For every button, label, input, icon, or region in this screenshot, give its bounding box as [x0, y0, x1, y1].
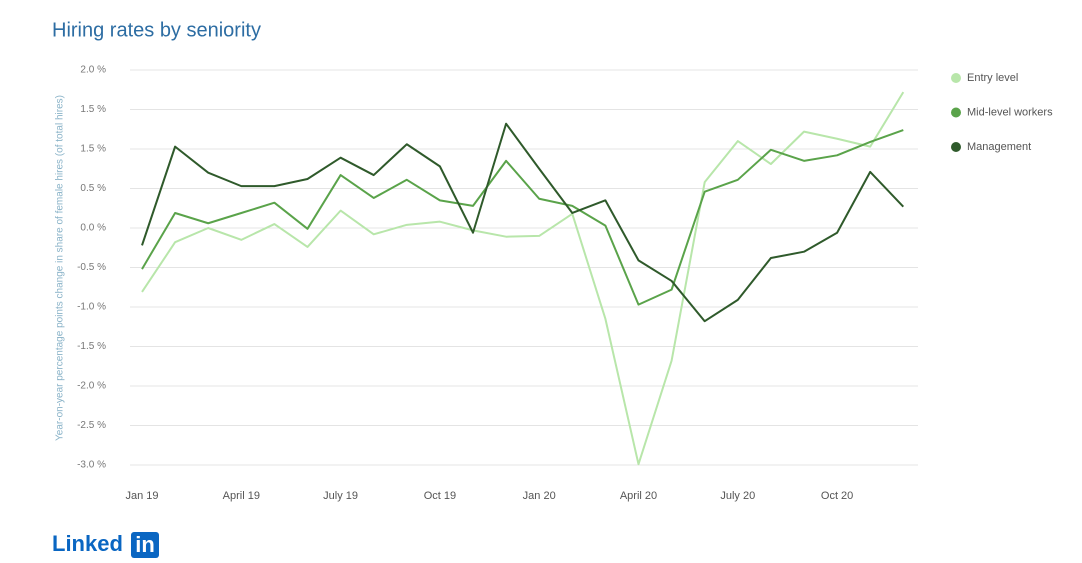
x-tick-label: July 19: [323, 490, 358, 502]
x-tick-label: April 19: [223, 490, 260, 502]
series-line: [141, 91, 905, 466]
legend-label: Mid-level workers: [967, 106, 1053, 118]
x-tick-label: Jan 19: [125, 490, 158, 502]
legend-marker: [951, 73, 961, 83]
y-tick-label: 0.5 %: [80, 183, 106, 194]
legend-marker: [951, 107, 961, 118]
x-tick-label: Oct 19: [424, 490, 456, 502]
legend-marker: [951, 142, 961, 152]
legend-label: Management: [967, 141, 1031, 153]
series-line: [141, 129, 904, 306]
x-tick-label: Oct 20: [821, 490, 853, 502]
logo-box-text: in: [135, 532, 155, 557]
y-tick-label: 1.5 %: [80, 104, 106, 115]
y-tick-label: -2.0 %: [77, 381, 106, 392]
logo-box: [131, 532, 159, 558]
y-axis-label: Year-on-year percentage points change in…: [55, 95, 66, 441]
y-tick-label: 1.5 %: [80, 144, 106, 155]
x-tick-label: Jan 20: [523, 490, 556, 502]
chart-title: Hiring rates by seniority: [52, 19, 261, 41]
y-tick-label: -1.0 %: [77, 302, 106, 313]
y-tick-label: -0.5 %: [77, 262, 106, 273]
x-tick-label: July 20: [720, 490, 755, 502]
legend-label: Entry level: [967, 72, 1018, 84]
series-line: [141, 122, 905, 323]
x-tick-label: April 20: [620, 490, 657, 502]
y-tick-label: -1.5 %: [77, 341, 106, 352]
y-tick-label: -2.5 %: [77, 420, 106, 431]
y-tick-label: -3.0 %: [77, 460, 106, 471]
logo-text: Linked: [52, 531, 123, 556]
y-tick-label: 0.0 %: [80, 223, 106, 234]
y-tick-label: 2.0 %: [80, 65, 106, 76]
